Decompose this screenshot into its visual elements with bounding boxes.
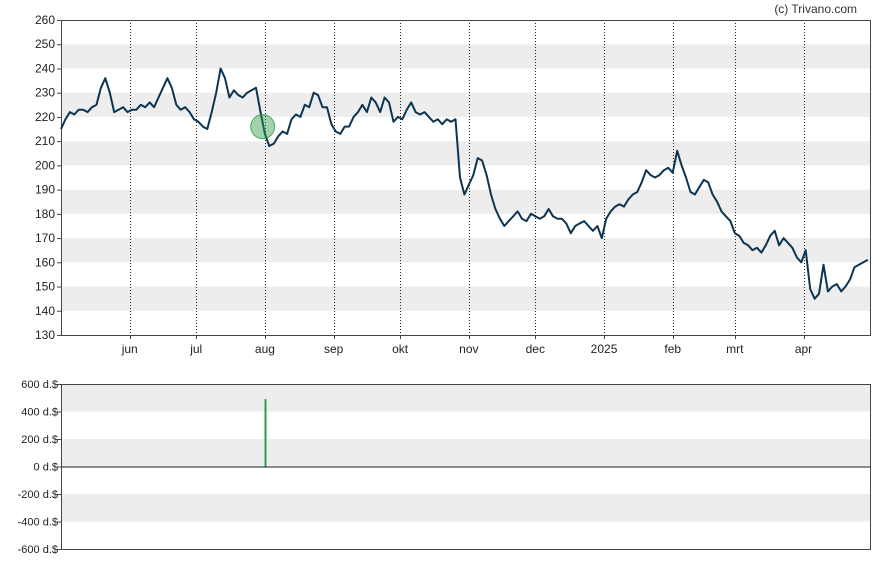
- event-marker-circle: [250, 114, 276, 140]
- volume-band: [61, 439, 870, 467]
- volume-band: [61, 411, 870, 439]
- volume-band: [61, 521, 870, 549]
- main-x-tick-label: aug: [255, 342, 275, 356]
- main-band: [61, 92, 870, 117]
- main-y-tick-label: 250: [35, 37, 55, 51]
- main-x-tick-label: jul: [189, 342, 202, 356]
- volume-band: [61, 494, 870, 522]
- volume-y-tick-label: 400 d.$: [21, 407, 58, 419]
- main-band: [61, 141, 870, 166]
- main-x-tick-label: apr: [795, 342, 812, 356]
- main-band: [61, 116, 870, 142]
- main-y-tick-label: 260: [35, 13, 55, 27]
- volume-band: [61, 384, 870, 412]
- main-x-tick-label: sep: [324, 342, 344, 356]
- main-y-tick-label: 220: [35, 110, 55, 124]
- price-line: [60, 67, 869, 300]
- main-y-tick-label: 230: [35, 86, 55, 100]
- volume-y-tick-label: -600 d.$: [18, 544, 58, 556]
- main-y-tick-label: 240: [35, 61, 55, 75]
- main-frame-rect: [61, 20, 871, 336]
- volume-y-tick-label: 0 d.$: [34, 462, 58, 474]
- main-chart-y-tick-labels: 130 140 150 160 170 180 190 200 210 220 230 240 250 2…: [35, 13, 61, 342]
- event-marker: [250, 114, 276, 140]
- volume-y-tick-label: -400 d.$: [18, 517, 58, 529]
- main-band: [61, 286, 870, 311]
- price-series: [60, 67, 869, 300]
- main-band: [61, 213, 870, 239]
- main-y-tick-label: 160: [35, 255, 55, 269]
- main-y-tick-label: 200: [35, 158, 55, 172]
- main-band: [61, 20, 870, 45]
- main-y-tick-label: 130: [35, 328, 55, 342]
- main-y-tick-label: 150: [35, 280, 55, 294]
- copyright-text: (c) Trivano.com: [774, 2, 857, 16]
- main-band: [61, 165, 870, 190]
- volume-y-tick-label: 600 d.$: [21, 379, 58, 391]
- main-chart-bands: [61, 20, 870, 335]
- volume-chart-frame: [61, 384, 871, 550]
- main-y-tick-label: 180: [35, 207, 55, 221]
- main-band: [61, 68, 870, 93]
- main-band: [61, 238, 870, 263]
- main-y-tick-label: 210: [35, 134, 55, 148]
- main-chart-x-tick-labels: jun jul aug sep okt nov dec 2025 feb mrt apr: [121, 335, 812, 356]
- volume-chart-y-tick-labels: 600 d.$ 400 d.$ 200 d.$ 0 d.$ -200 d.$ -400 d…: [18, 379, 61, 556]
- main-x-tick-label: dec: [526, 342, 545, 356]
- volume-y-tick-label: -200 d.$: [18, 489, 58, 501]
- main-chart-frame: [61, 20, 871, 336]
- volume-chart-bands: [61, 384, 870, 549]
- main-band: [61, 262, 870, 287]
- main-x-tick-label: okt: [392, 342, 409, 356]
- main-x-tick-label: mrt: [726, 342, 744, 356]
- main-band: [61, 44, 870, 69]
- main-x-tick-label: feb: [664, 342, 681, 356]
- volume-band: [61, 466, 870, 494]
- main-band: [61, 310, 870, 335]
- main-x-tick-label: nov: [459, 342, 478, 356]
- main-y-tick-label: 140: [35, 304, 55, 318]
- main-y-tick-label: 170: [35, 231, 55, 245]
- main-y-tick-label: 190: [35, 183, 55, 197]
- main-x-tick-label: 2025: [591, 342, 618, 356]
- volume-frame-rect: [61, 384, 871, 550]
- volume-y-tick-label: 200 d.$: [21, 434, 58, 446]
- main-x-tick-label: jun: [121, 342, 138, 356]
